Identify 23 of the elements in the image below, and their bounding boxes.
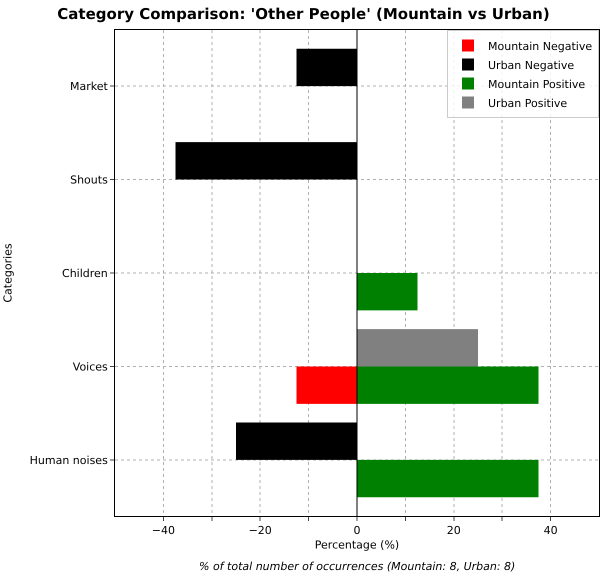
x-tick-label: 40 bbox=[544, 524, 558, 538]
bar bbox=[357, 366, 538, 404]
y-tick-label: Human noises bbox=[30, 454, 108, 467]
bar bbox=[357, 460, 538, 498]
bar bbox=[357, 329, 478, 366]
bar bbox=[296, 366, 357, 404]
chart-title: Category Comparison: 'Other People' (Mountain vs Urban) bbox=[57, 5, 550, 24]
legend-label: Urban Negative bbox=[488, 58, 574, 72]
x-tick-label: −20 bbox=[248, 524, 272, 538]
legend-label: Urban Positive bbox=[488, 96, 568, 110]
x-axis-title: Percentage (%) bbox=[314, 538, 400, 552]
x-tick-label: 20 bbox=[446, 524, 461, 538]
y-tick-label: Voices bbox=[72, 360, 108, 374]
legend-label: Mountain Negative bbox=[488, 40, 592, 53]
x-tick-label: −40 bbox=[152, 524, 176, 538]
y-tick-label: Market bbox=[70, 80, 108, 93]
text: % of total number of occurrences (Mountain: 8, Urban: 8) bbox=[199, 560, 516, 573]
y-tick-label: Shouts bbox=[70, 173, 108, 186]
legend-label: Mountain Positive bbox=[488, 78, 586, 91]
bar bbox=[357, 273, 418, 310]
y-tick-label: Children bbox=[62, 266, 108, 280]
x-tick-label: 0 bbox=[354, 524, 360, 538]
y-axis-title: Categories bbox=[1, 243, 14, 303]
